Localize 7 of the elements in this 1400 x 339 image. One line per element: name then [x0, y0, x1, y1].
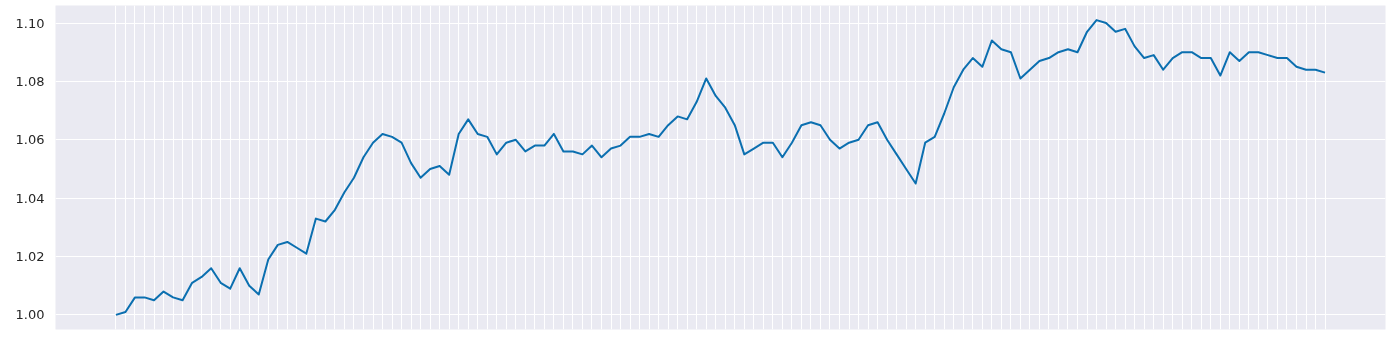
y-tick-label: 1.02 — [15, 249, 45, 265]
y-tick-label: 1.10 — [15, 15, 45, 31]
line-series — [114, 19, 1327, 316]
y-tick-label: 1.06 — [15, 132, 45, 148]
y-tick-label: 1.00 — [15, 307, 45, 323]
y-tick-label: 1.08 — [15, 73, 45, 89]
y-tick-label: 1.04 — [15, 190, 45, 206]
